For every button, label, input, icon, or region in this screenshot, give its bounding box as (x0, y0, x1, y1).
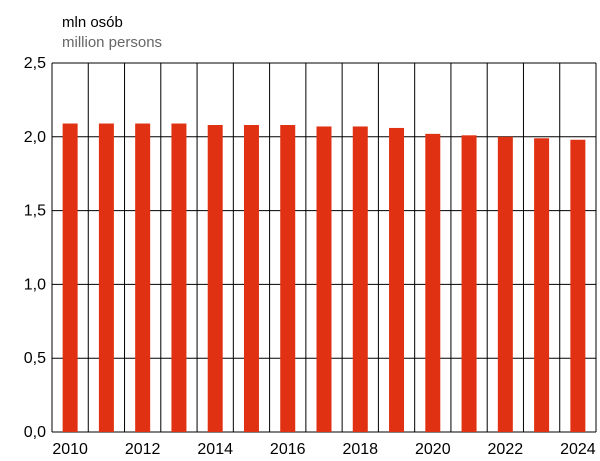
x-tick-label: 2024 (560, 441, 596, 458)
x-tick-label: 2010 (52, 441, 88, 458)
x-axis-ticks: 2010 2012 2014 2016 2018 2020 2022 2024 (52, 441, 595, 458)
grid (51, 62, 597, 433)
bar (316, 126, 332, 432)
bar (534, 138, 550, 432)
x-tick-label: 2014 (197, 441, 233, 458)
bar (98, 123, 114, 433)
x-tick-label: 2016 (270, 441, 306, 458)
x-tick-label: 2022 (488, 441, 524, 458)
y-tick-label: 0,5 (24, 350, 46, 367)
x-tick-label: 2018 (342, 441, 378, 458)
y-tick-label: 1,5 (24, 203, 46, 220)
bar (62, 123, 78, 433)
x-tick-label: 2020 (415, 441, 451, 458)
bar (171, 123, 187, 433)
y-tick-label: 2,0 (24, 129, 46, 146)
y-tick-label: 1,0 (24, 276, 46, 293)
y-tick-label: 2,5 (24, 55, 46, 72)
bars (62, 123, 586, 433)
bar (243, 124, 259, 432)
bar (461, 135, 477, 432)
bar (352, 126, 368, 432)
unit-label-en: million persons (62, 34, 162, 51)
y-tick-label: 0,0 (24, 424, 46, 441)
x-tick-label: 2012 (125, 441, 161, 458)
bar (389, 127, 405, 432)
y-axis-ticks: 0,0 0,5 1,0 1,5 2,0 2,5 (24, 55, 46, 441)
bar (280, 124, 296, 432)
bar (207, 124, 223, 432)
unit-label-pl: mln osób (62, 14, 123, 31)
bar (135, 123, 151, 433)
bar (425, 133, 441, 432)
bar (570, 139, 586, 432)
bar (497, 136, 513, 433)
